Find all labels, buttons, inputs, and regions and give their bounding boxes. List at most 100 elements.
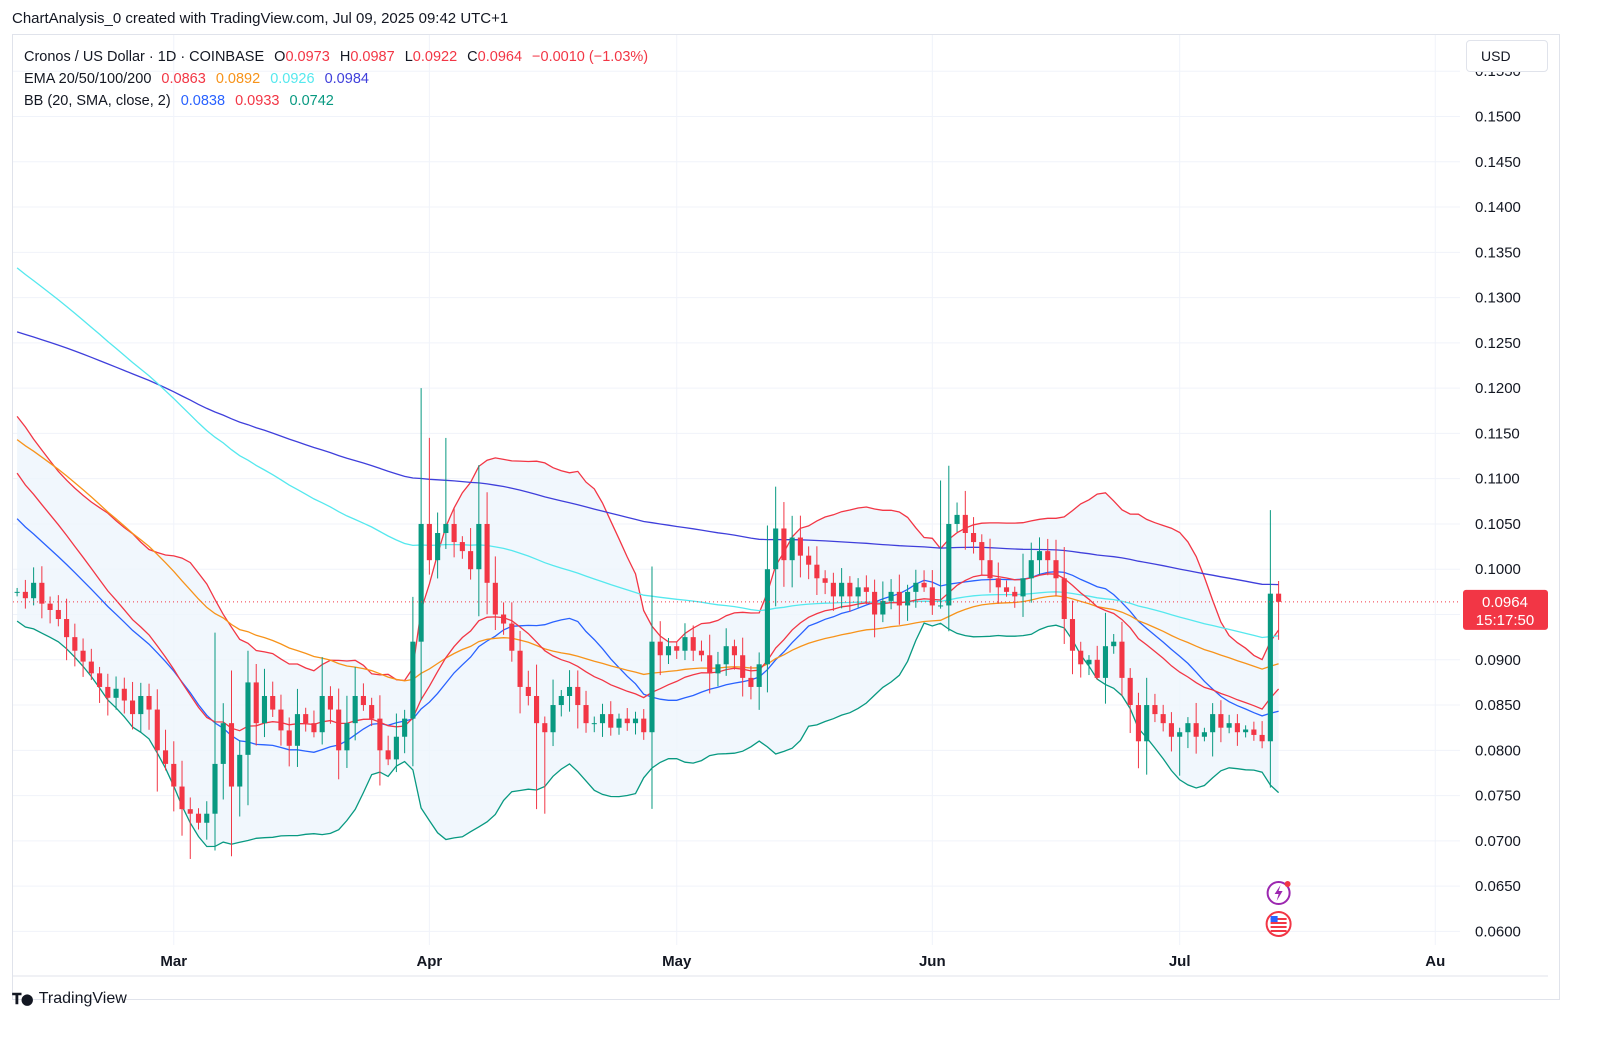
candle <box>525 670 531 706</box>
candle-body <box>245 682 251 755</box>
candle <box>80 638 86 677</box>
currency-selector-button[interactable]: USD <box>1466 40 1548 72</box>
price-tick-label: 0.1350 <box>1475 244 1521 261</box>
candle-body <box>690 637 696 651</box>
candle <box>212 632 218 851</box>
candle-body <box>138 695 144 715</box>
price-tick-label: 0.1250 <box>1475 335 1521 352</box>
candle-body <box>179 786 185 810</box>
candle-body <box>896 591 902 606</box>
candle-body <box>863 587 869 592</box>
candle-body <box>1053 560 1059 579</box>
bb-upper-value: 0.0933 <box>235 93 280 109</box>
candle-body <box>303 714 309 724</box>
tradingview-logo-icon: 𝐓● <box>12 990 34 1008</box>
candle <box>270 681 276 717</box>
candle-body <box>946 523 952 606</box>
bb-band-area <box>17 416 1279 847</box>
candle <box>261 668 268 738</box>
price-axis: 0.15500.15000.14500.14000.13500.13000.12… <box>1475 63 1521 940</box>
candle-body <box>1210 714 1216 733</box>
candle-body <box>1201 732 1207 737</box>
candle <box>459 536 465 559</box>
ohlc-high-label: H <box>339 49 351 65</box>
candle-body <box>1036 551 1043 561</box>
time-tick-label: Apr <box>416 953 442 970</box>
candle-body <box>121 688 127 701</box>
candle <box>1028 542 1034 603</box>
candle-body <box>1185 723 1191 733</box>
candle-body <box>468 551 474 570</box>
candle-body <box>261 695 268 724</box>
candle-body <box>319 695 325 733</box>
candle-body <box>369 705 375 719</box>
price-tick-label: 0.1000 <box>1475 561 1521 578</box>
legend-bb-row[interactable]: BB (20, SMA, close, 2) 0.0838 0.0933 0.0… <box>24 90 654 112</box>
price-tick-label: 0.0750 <box>1475 788 1521 805</box>
candle-body <box>22 591 28 599</box>
candles <box>14 388 1282 859</box>
candle <box>1218 700 1224 743</box>
candle <box>1185 717 1191 749</box>
candle-body <box>286 730 292 746</box>
candle-body <box>979 542 985 561</box>
candle-body <box>410 641 416 719</box>
candle-body <box>575 686 581 706</box>
candle <box>682 623 688 661</box>
candle-body <box>855 587 861 597</box>
candle <box>731 639 737 670</box>
candle-body <box>105 686 111 698</box>
candle-body <box>740 655 746 678</box>
ohlc-change-value: −0.0010 (−1.03%) <box>532 49 649 65</box>
candle <box>468 528 474 580</box>
candle-body <box>822 578 828 583</box>
candle <box>1127 668 1133 734</box>
candle-body <box>657 641 663 656</box>
candle <box>863 575 869 605</box>
ema100-value: 0.0926 <box>270 71 315 87</box>
candle-body <box>987 560 993 579</box>
candle-body <box>566 686 573 696</box>
candle <box>880 581 886 623</box>
candle <box>154 689 160 792</box>
price-tick-label: 0.1400 <box>1475 199 1521 216</box>
lightning-event-dot <box>1284 881 1291 887</box>
candle-body <box>624 718 630 724</box>
candle <box>146 683 152 730</box>
candle <box>179 760 185 836</box>
bb-basis-value: 0.0838 <box>180 93 226 109</box>
tradingview-brand[interactable]: 𝐓● TradingView <box>12 990 127 1008</box>
candle <box>797 515 803 578</box>
candle-body <box>1119 641 1125 678</box>
candle-body <box>1045 551 1051 561</box>
candle <box>303 707 309 732</box>
legend-ema-row[interactable]: EMA 20/50/100/200 0.0863 0.0892 0.0926 0… <box>24 68 654 90</box>
candle-body <box>327 695 333 710</box>
candle-body <box>253 682 259 724</box>
candle-body <box>451 523 457 543</box>
candle-body <box>435 533 441 561</box>
candle <box>1177 727 1183 776</box>
candle <box>1276 581 1282 640</box>
candle <box>756 652 762 710</box>
candle-body <box>921 582 927 588</box>
candle-body <box>270 695 276 710</box>
candle <box>1102 612 1109 704</box>
chart-pane[interactable] <box>12 34 1560 1000</box>
candle-body <box>195 813 202 823</box>
candle <box>929 570 935 615</box>
lightning-bolt-shape <box>1274 885 1283 901</box>
candle <box>558 690 564 717</box>
candle-body <box>534 695 540 724</box>
candle-body <box>47 603 53 610</box>
candle <box>162 729 169 771</box>
candle <box>962 490 968 550</box>
candle <box>954 502 960 532</box>
candle <box>1119 621 1125 696</box>
bb-lower-line <box>16 620 1280 848</box>
candle <box>715 651 721 687</box>
candle-body <box>1193 723 1199 737</box>
candle <box>1152 693 1158 723</box>
